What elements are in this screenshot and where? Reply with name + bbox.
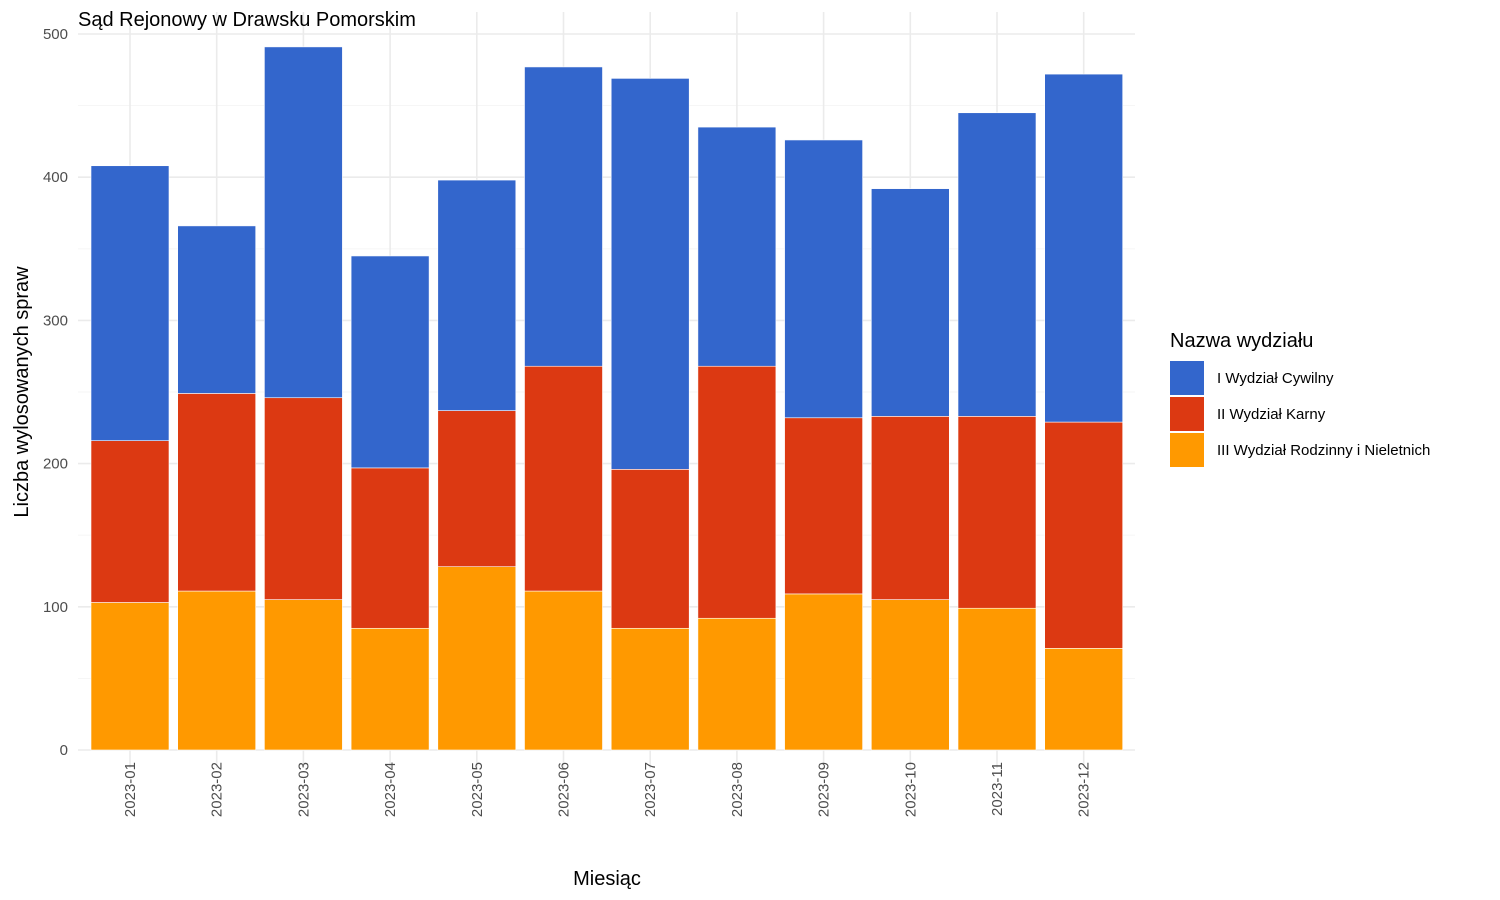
legend-label: II Wydział Karny [1217, 406, 1326, 423]
legend-label: III Wydział Rodzinny i Nieletnich [1217, 442, 1430, 459]
bar-segment-3 [350, 255, 430, 469]
x-tick-label: 2023-09 [816, 762, 833, 817]
y-tick-label: 200 [43, 456, 68, 473]
bar-segment-1 [177, 590, 256, 751]
bar-segment-1 [264, 599, 343, 751]
bar-segment-2 [1044, 421, 1123, 649]
bar-segment-3 [870, 188, 950, 417]
y-tick-label: 0 [60, 742, 68, 759]
bar-segment-3 [697, 126, 777, 367]
bar-segment-3 [610, 78, 690, 470]
x-tick-label: 2023-03 [295, 762, 312, 817]
y-tick-label: 100 [43, 599, 68, 616]
bar-segment-3 [524, 66, 603, 367]
bar-segment-1 [524, 590, 603, 751]
x-tick-label: 2023-07 [642, 762, 659, 817]
bar-segment-1 [697, 617, 777, 751]
bar-segment-2 [957, 416, 1037, 609]
bar-segment-1 [90, 602, 170, 751]
y-tick-label: 400 [43, 169, 68, 186]
legend: Nazwa wydziału I Wydział Cywilny II Wydzi… [1170, 330, 1430, 467]
bar-segment-3 [437, 179, 517, 411]
bar-segment-3 [264, 46, 343, 399]
bar-segment-3 [1044, 73, 1123, 423]
bars [90, 46, 1123, 751]
bar-segment-3 [957, 112, 1037, 417]
bar-segment-1 [870, 599, 950, 751]
bar-segment-2 [264, 397, 343, 600]
bar-segment-2 [90, 440, 170, 603]
x-tick-label: 2023-11 [989, 762, 1006, 816]
bar-segment-1 [437, 566, 517, 751]
bar-segment-2 [784, 417, 863, 595]
bar-segment-2 [870, 416, 950, 600]
x-axis-title: Miesiąc [573, 868, 641, 890]
legend-swatch [1170, 397, 1204, 431]
bar-segment-1 [610, 627, 690, 751]
x-tick-label: 2023-01 [122, 762, 139, 817]
x-tick-label: 2023-08 [729, 762, 746, 817]
y-tick-label: 500 [43, 26, 68, 43]
bar-segment-1 [350, 627, 430, 751]
legend-swatch [1170, 361, 1204, 395]
legend-swatch [1170, 433, 1204, 467]
bar-segment-2 [177, 393, 256, 592]
x-tick-label: 2023-10 [902, 762, 919, 817]
y-axis-ticks: 0 100 200 300 400 500 [43, 26, 68, 759]
x-tick-label: 2023-04 [382, 762, 399, 817]
bar-segment-2 [697, 365, 777, 619]
bar-segment-2 [437, 410, 517, 568]
y-tick-label: 300 [43, 312, 68, 329]
bar-segment-2 [610, 469, 690, 629]
y-axis-title: Liczba wylosowanych spraw [11, 266, 33, 518]
legend-label: I Wydział Cywilny [1217, 370, 1334, 387]
bar-segment-3 [177, 225, 256, 394]
bar-segment-1 [1044, 648, 1123, 751]
x-tick-label: 2023-05 [469, 762, 486, 817]
bar-segment-3 [90, 165, 170, 441]
x-axis-ticks: 2023-01 2023-02 2023-03 2023-04 2023-05 2023-… [122, 762, 1093, 817]
x-tick-label: 2023-06 [556, 762, 573, 817]
chart-title: Sąd Rejonowy w Drawsku Pomorskim [78, 9, 416, 31]
bar-segment-1 [957, 607, 1037, 751]
bar-segment-3 [784, 139, 863, 419]
legend-title: Nazwa wydziału [1170, 330, 1313, 352]
bar-segment-2 [524, 365, 603, 592]
bar-segment-2 [350, 467, 430, 629]
bar-segment-1 [784, 593, 863, 751]
x-tick-label: 2023-02 [209, 762, 226, 817]
x-tick-label: 2023-12 [1076, 762, 1093, 817]
